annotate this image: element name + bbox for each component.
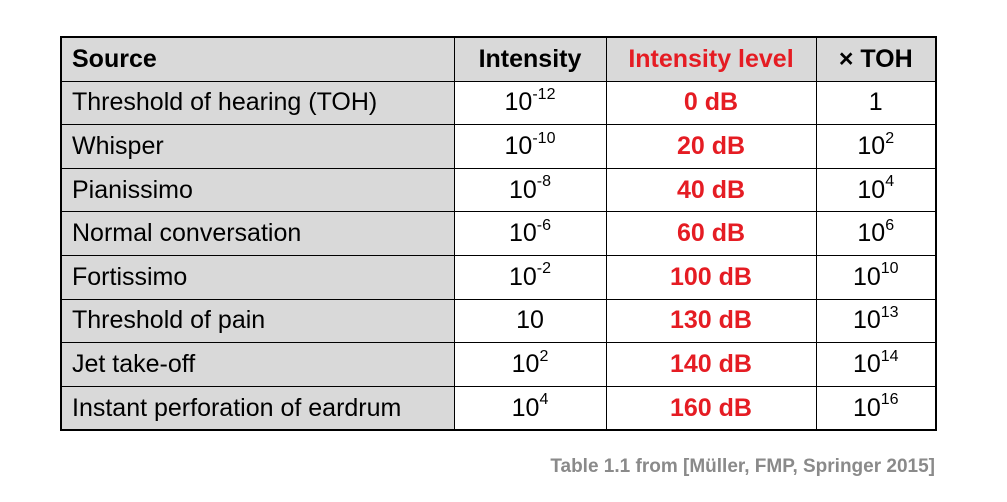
cell-intensity: 10-12 bbox=[453, 80, 607, 126]
cell-intensity: 10-6 bbox=[453, 211, 607, 256]
table-row: Pianissimo 10-8 40 dB 104 bbox=[60, 167, 937, 213]
table-caption: Table 1.1 from [Müller, FMP, Springer 20… bbox=[550, 456, 935, 477]
cell-times-toh: 102 bbox=[815, 124, 937, 169]
intensity-exponent: 4 bbox=[539, 391, 549, 409]
intensity-base: 10 bbox=[511, 393, 540, 422]
cell-source: Normal conversation bbox=[60, 211, 455, 256]
intensity-exponent: -8 bbox=[536, 173, 552, 191]
intensity-exponent: -2 bbox=[536, 260, 552, 278]
cell-intensity-level: 100 dB bbox=[605, 254, 817, 300]
intensity-base: 10 bbox=[511, 349, 540, 378]
intensity-exponent: 2 bbox=[539, 347, 549, 365]
header-times-toh: × TOH bbox=[815, 36, 937, 82]
toh-base: 10 bbox=[857, 219, 886, 248]
cell-intensity-level: 140 dB bbox=[605, 342, 817, 387]
toh-base: 10 bbox=[857, 175, 886, 204]
cell-intensity-level: 40 dB bbox=[605, 167, 817, 213]
toh-base: 10 bbox=[857, 131, 886, 160]
cell-intensity-level: 60 dB bbox=[605, 211, 817, 256]
toh-exponent: 2 bbox=[885, 129, 895, 147]
toh-base: 10 bbox=[852, 393, 881, 422]
toh-exponent: 4 bbox=[885, 173, 895, 191]
intensity-exponent: -12 bbox=[532, 86, 556, 104]
cell-intensity: 10 bbox=[453, 298, 607, 344]
toh-exponent: 6 bbox=[885, 216, 895, 234]
header-intensity-level: Intensity level bbox=[605, 36, 817, 82]
cell-times-toh: 1 bbox=[815, 80, 937, 126]
toh-base: 10 bbox=[852, 262, 881, 291]
intensity-base: 10 bbox=[504, 88, 533, 117]
toh-base: 10 bbox=[852, 306, 881, 335]
toh-base: 1 bbox=[868, 88, 883, 117]
toh-exponent: 13 bbox=[880, 304, 899, 322]
table-row: Instant perforation of eardrum 104 160 dB 1… bbox=[60, 385, 937, 431]
table-row: Fortissimo 10-2 100 dB 1010 bbox=[60, 254, 937, 300]
header-intensity: Intensity bbox=[453, 36, 607, 82]
cell-intensity-level: 0 dB bbox=[605, 80, 817, 126]
intensity-base: 10 bbox=[504, 131, 533, 160]
intensity-exponent: -10 bbox=[532, 129, 556, 147]
intensity-base: 10 bbox=[516, 306, 544, 335]
cell-source: Pianissimo bbox=[60, 167, 455, 213]
cell-times-toh: 1016 bbox=[815, 385, 937, 431]
toh-exponent: 10 bbox=[880, 260, 899, 278]
table-header-row: Source Intensity Intensity level × TOH bbox=[60, 36, 937, 82]
table-row: Threshold of hearing (TOH) 10-12 0 dB 1 bbox=[60, 80, 937, 126]
header-source: Source bbox=[60, 36, 455, 82]
intensity-base: 10 bbox=[508, 219, 537, 248]
cell-intensity: 102 bbox=[453, 342, 607, 387]
toh-exponent: 14 bbox=[880, 347, 899, 365]
cell-intensity: 10-10 bbox=[453, 124, 607, 169]
intensity-base: 10 bbox=[508, 175, 537, 204]
cell-intensity-level: 160 dB bbox=[605, 385, 817, 431]
table-row: Threshold of pain 10 130 dB 1013 bbox=[60, 298, 937, 344]
intensity-exponent: -6 bbox=[536, 216, 552, 234]
cell-source: Whisper bbox=[60, 124, 455, 169]
cell-source: Threshold of pain bbox=[60, 298, 455, 344]
toh-base: 10 bbox=[852, 349, 881, 378]
sound-intensity-table: Source Intensity Intensity level × TOH T… bbox=[60, 36, 937, 432]
cell-times-toh: 104 bbox=[815, 167, 937, 213]
cell-source: Fortissimo bbox=[60, 254, 455, 300]
cell-intensity: 104 bbox=[453, 385, 607, 431]
cell-times-toh: 106 bbox=[815, 211, 937, 256]
cell-source: Instant perforation of eardrum bbox=[60, 385, 455, 431]
cell-times-toh: 1014 bbox=[815, 342, 937, 387]
cell-times-toh: 1010 bbox=[815, 254, 937, 300]
cell-intensity-level: 20 dB bbox=[605, 124, 817, 169]
cell-times-toh: 1013 bbox=[815, 298, 937, 344]
cell-intensity: 10-8 bbox=[453, 167, 607, 213]
table-row: Whisper 10-10 20 dB 102 bbox=[60, 124, 937, 169]
intensity-base: 10 bbox=[508, 262, 537, 291]
table-row: Jet take-off 102 140 dB 1014 bbox=[60, 342, 937, 387]
cell-source: Threshold of hearing (TOH) bbox=[60, 80, 455, 126]
cell-intensity: 10-2 bbox=[453, 254, 607, 300]
cell-intensity-level: 130 dB bbox=[605, 298, 817, 344]
cell-source: Jet take-off bbox=[60, 342, 455, 387]
toh-exponent: 16 bbox=[880, 391, 899, 409]
table-row: Normal conversation 10-6 60 dB 106 bbox=[60, 211, 937, 256]
